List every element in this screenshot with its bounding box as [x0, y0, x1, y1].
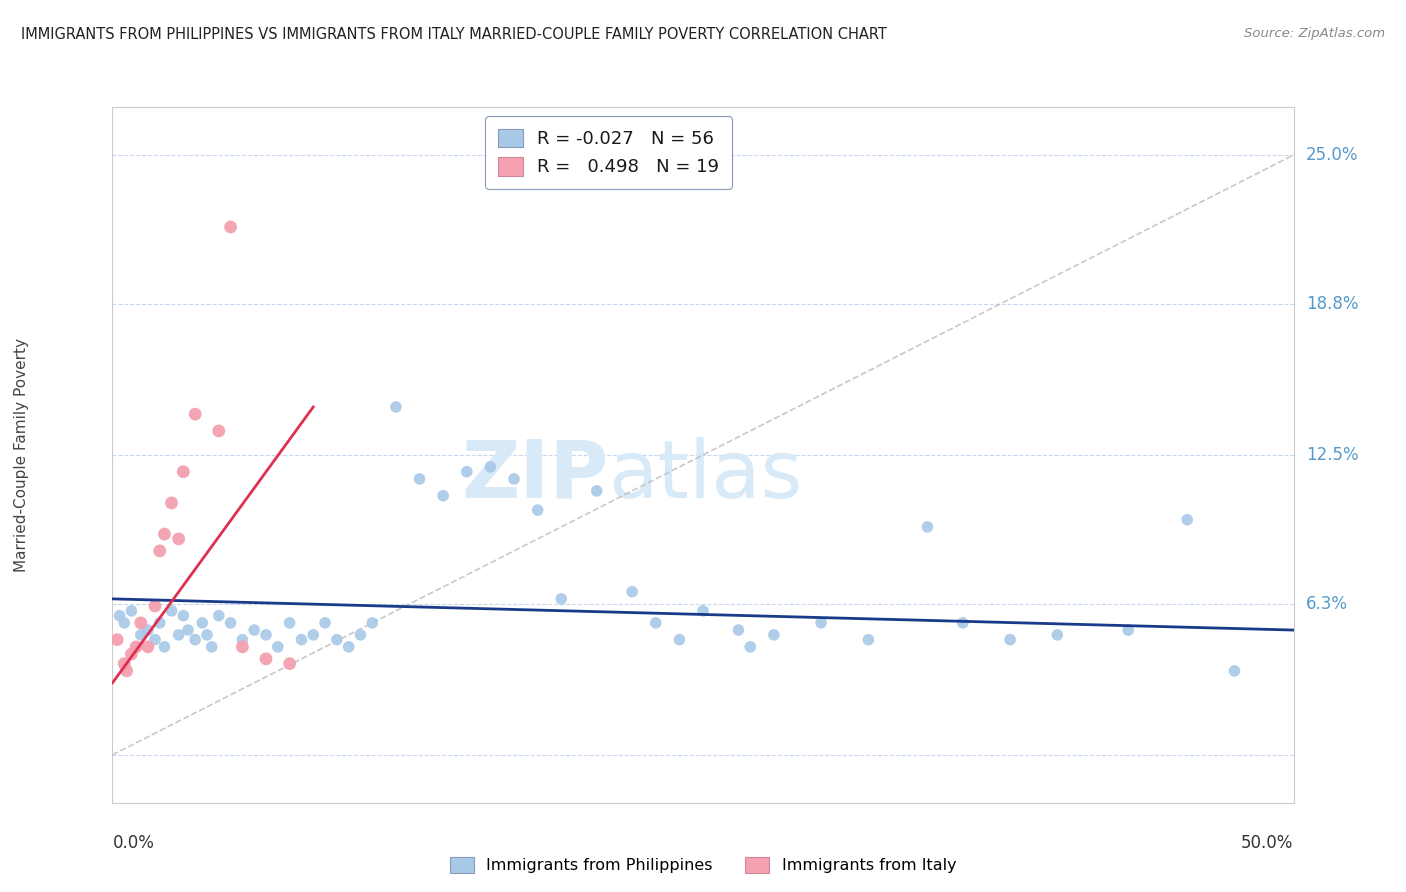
Point — [231, 632, 253, 647]
Point — [231, 640, 253, 654]
Point — [125, 640, 148, 654]
Point — [105, 632, 128, 647]
Point — [278, 615, 301, 630]
Point — [917, 520, 939, 534]
Point — [136, 640, 159, 654]
Text: IMMIGRANTS FROM PHILIPPINES VS IMMIGRANTS FROM ITALY MARRIED-COUPLE FAMILY POVER: IMMIGRANTS FROM PHILIPPINES VS IMMIGRANT… — [21, 27, 887, 42]
Point — [153, 527, 176, 541]
Point — [172, 608, 194, 623]
Point — [740, 640, 762, 654]
Point — [149, 615, 172, 630]
Point — [129, 628, 152, 642]
Point — [254, 652, 277, 666]
Point — [290, 632, 312, 647]
Point — [125, 640, 148, 654]
Text: 50.0%: 50.0% — [1241, 834, 1294, 852]
Point — [1223, 664, 1246, 678]
Point — [456, 465, 478, 479]
Point — [112, 657, 135, 671]
Text: 12.5%: 12.5% — [1306, 446, 1358, 464]
Point — [167, 628, 190, 642]
Point — [550, 591, 572, 606]
Point — [184, 407, 207, 421]
Point — [762, 628, 785, 642]
Text: ZIP: ZIP — [461, 437, 609, 515]
Point — [479, 459, 502, 474]
Point — [314, 615, 336, 630]
Point — [1116, 623, 1139, 637]
Point — [184, 632, 207, 647]
Point — [120, 604, 142, 618]
Point — [692, 604, 714, 618]
Point — [585, 483, 607, 498]
Point — [160, 496, 183, 510]
Point — [267, 640, 290, 654]
Point — [243, 623, 266, 637]
Legend: R = -0.027   N = 56, R =   0.498   N = 19: R = -0.027 N = 56, R = 0.498 N = 19 — [485, 116, 733, 189]
Point — [191, 615, 214, 630]
Point — [385, 400, 408, 414]
Point — [727, 623, 749, 637]
Point — [108, 608, 131, 623]
Text: atlas: atlas — [609, 437, 803, 515]
Point — [115, 664, 138, 678]
Point — [278, 657, 301, 671]
Text: Married-Couple Family Poverty: Married-Couple Family Poverty — [14, 338, 28, 572]
Point — [349, 628, 371, 642]
Point — [149, 544, 172, 558]
Point — [143, 599, 166, 613]
Point — [326, 632, 349, 647]
Point — [112, 615, 135, 630]
Point — [998, 632, 1021, 647]
Text: 25.0%: 25.0% — [1306, 146, 1358, 164]
Point — [503, 472, 526, 486]
Point — [432, 489, 454, 503]
Text: 6.3%: 6.3% — [1306, 595, 1348, 613]
Point — [408, 472, 430, 486]
Point — [361, 615, 384, 630]
Point — [172, 465, 194, 479]
Point — [668, 632, 690, 647]
Text: Source: ZipAtlas.com: Source: ZipAtlas.com — [1244, 27, 1385, 40]
Text: 18.8%: 18.8% — [1306, 294, 1358, 313]
Point — [810, 615, 832, 630]
Point — [621, 584, 644, 599]
Point — [219, 219, 242, 234]
Point — [952, 615, 974, 630]
Point — [120, 647, 142, 661]
Point — [143, 632, 166, 647]
Point — [129, 615, 152, 630]
Point — [160, 604, 183, 618]
Point — [136, 623, 159, 637]
Point — [337, 640, 360, 654]
Point — [177, 623, 200, 637]
Point — [858, 632, 880, 647]
Point — [254, 628, 277, 642]
Legend: Immigrants from Philippines, Immigrants from Italy: Immigrants from Philippines, Immigrants … — [443, 850, 963, 880]
Point — [167, 532, 190, 546]
Point — [302, 628, 325, 642]
Point — [1175, 513, 1198, 527]
Point — [644, 615, 666, 630]
Point — [208, 608, 231, 623]
Point — [1046, 628, 1069, 642]
Point — [526, 503, 548, 517]
Point — [201, 640, 224, 654]
Point — [153, 640, 176, 654]
Text: 0.0%: 0.0% — [112, 834, 155, 852]
Point — [219, 615, 242, 630]
Point — [208, 424, 231, 438]
Point — [195, 628, 218, 642]
